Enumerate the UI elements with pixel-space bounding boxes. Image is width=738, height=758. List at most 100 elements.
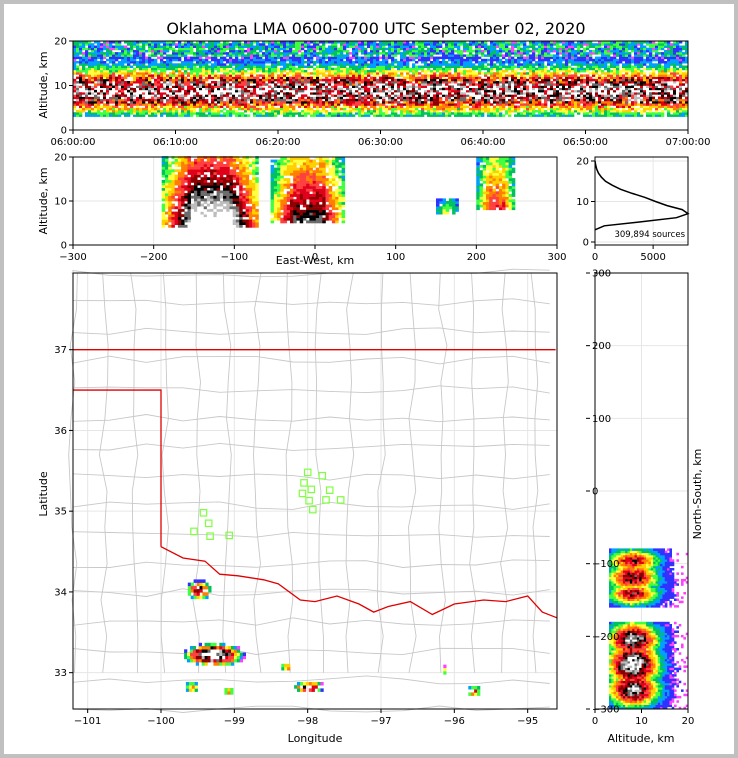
time-plot-cell bbox=[130, 105, 134, 108]
time-plot-cell bbox=[433, 110, 437, 113]
time-plot-cell bbox=[199, 87, 203, 91]
time-plot-cell bbox=[481, 72, 485, 75]
time-plot-cell bbox=[571, 92, 575, 95]
time-plot-cell bbox=[358, 58, 362, 62]
time-plot-cell bbox=[469, 45, 473, 48]
time-plot-cell bbox=[535, 41, 539, 44]
time-plot-cell bbox=[562, 58, 566, 62]
time-plot-cell bbox=[115, 81, 119, 84]
time-plot-cell bbox=[493, 41, 497, 44]
time-plot-cell bbox=[499, 78, 503, 82]
time-plot-cell bbox=[244, 45, 248, 48]
time-plot-cell bbox=[337, 72, 341, 75]
time-plot-cell bbox=[532, 94, 536, 97]
time-plot-cell bbox=[400, 110, 404, 113]
time-plot-cell bbox=[124, 103, 128, 106]
time-plot-cell bbox=[508, 63, 512, 66]
time-plot-cell bbox=[496, 43, 500, 46]
time-plot-cell bbox=[148, 65, 152, 68]
time-plot-cell bbox=[94, 67, 98, 71]
time-plot-cell bbox=[328, 85, 332, 88]
time-plot-cell bbox=[490, 69, 494, 73]
time-plot-cell bbox=[529, 74, 533, 77]
time-plot-cell bbox=[505, 61, 509, 64]
time-plot-cell bbox=[361, 101, 365, 104]
time-plot-cell bbox=[475, 101, 479, 104]
time-plot-cell bbox=[382, 101, 386, 104]
time-plot-cell bbox=[163, 63, 167, 66]
time-plot-cell bbox=[130, 89, 134, 93]
time-plot-cell bbox=[217, 45, 221, 48]
time-plot-cell bbox=[229, 98, 233, 102]
time-plot-cell bbox=[424, 85, 428, 88]
time-plot-cell bbox=[121, 61, 125, 64]
time-plot-cell bbox=[517, 67, 521, 71]
time-plot-cell bbox=[553, 85, 557, 88]
time-plot-cell bbox=[442, 61, 446, 64]
time-plot-cell bbox=[304, 52, 308, 55]
time-plot-cell bbox=[397, 69, 401, 73]
time-plot-cell bbox=[367, 107, 371, 111]
time-plot-cell bbox=[544, 81, 548, 84]
time-plot-cell bbox=[424, 107, 428, 111]
time-plot-cell bbox=[217, 96, 221, 100]
time-plot-cell bbox=[430, 112, 434, 115]
time-plot-cell bbox=[172, 85, 176, 88]
panel-time: 06:00:00 06:10:00 06:20:00 06:30:00 06:40:00… bbox=[37, 37, 710, 149]
time-plot-cell bbox=[490, 54, 494, 57]
time-plot-cell bbox=[100, 72, 104, 75]
time-plot-cell bbox=[298, 54, 302, 57]
time-plot-cell bbox=[475, 89, 479, 93]
time-plot-cell bbox=[343, 69, 347, 73]
time-plot-cell bbox=[478, 92, 482, 95]
time-plot-cell bbox=[556, 56, 560, 60]
time-plot-cell bbox=[400, 114, 404, 117]
time-plot-cell bbox=[529, 98, 533, 102]
time-plot-cell bbox=[229, 105, 233, 108]
time-plot-cell bbox=[373, 92, 377, 95]
time-plot-cell bbox=[424, 65, 428, 68]
time-plot-cell bbox=[307, 103, 311, 106]
time-plot-cell bbox=[217, 98, 221, 102]
time-plot-cell bbox=[499, 74, 503, 77]
time-plot-cell bbox=[238, 45, 242, 48]
time-plot-cell bbox=[412, 103, 416, 106]
time-plot-cell bbox=[562, 101, 566, 104]
time-plot-cell bbox=[337, 112, 341, 115]
time-plot-cell bbox=[406, 76, 410, 80]
time-plot-cell bbox=[235, 112, 239, 115]
time-plot-cell bbox=[538, 87, 542, 91]
time-plot-cell bbox=[547, 56, 551, 60]
time-plot-cell bbox=[319, 98, 323, 102]
time-plot-cell bbox=[400, 52, 404, 55]
time-plot-cell bbox=[79, 103, 83, 106]
time-plot-cell bbox=[421, 85, 425, 88]
time-plot-cell bbox=[166, 78, 170, 82]
time-plot-cell bbox=[505, 110, 509, 113]
time-plot-cell bbox=[262, 63, 266, 66]
time-plot-cell bbox=[547, 47, 551, 51]
time-plot-cell bbox=[271, 74, 275, 77]
time-plot-cell bbox=[448, 98, 452, 102]
time-plot-cell bbox=[514, 98, 518, 102]
time-plot-cell bbox=[274, 107, 278, 111]
time-plot-cell bbox=[88, 112, 92, 115]
time-plot-cell bbox=[457, 54, 461, 57]
time-plot-cell bbox=[286, 67, 290, 71]
time-plot-cell bbox=[325, 74, 329, 77]
time-plot-cell bbox=[235, 54, 239, 57]
time-plot-cell bbox=[571, 83, 575, 86]
time-plot-cell bbox=[436, 69, 440, 73]
time-plot-cell bbox=[442, 105, 446, 108]
time-plot-cell bbox=[451, 87, 455, 91]
time-plot-cell bbox=[202, 81, 206, 84]
time-plot-cell bbox=[373, 47, 377, 51]
time-plot-cell bbox=[370, 49, 374, 53]
time-plot-cell bbox=[154, 101, 158, 104]
time-plot-cell bbox=[220, 54, 224, 57]
time-plot-cell bbox=[385, 63, 389, 66]
time-plot-cell bbox=[421, 94, 425, 97]
time-plot-cell bbox=[118, 87, 122, 91]
time-plot-cell bbox=[295, 47, 299, 51]
time-plot-cell bbox=[208, 110, 212, 113]
